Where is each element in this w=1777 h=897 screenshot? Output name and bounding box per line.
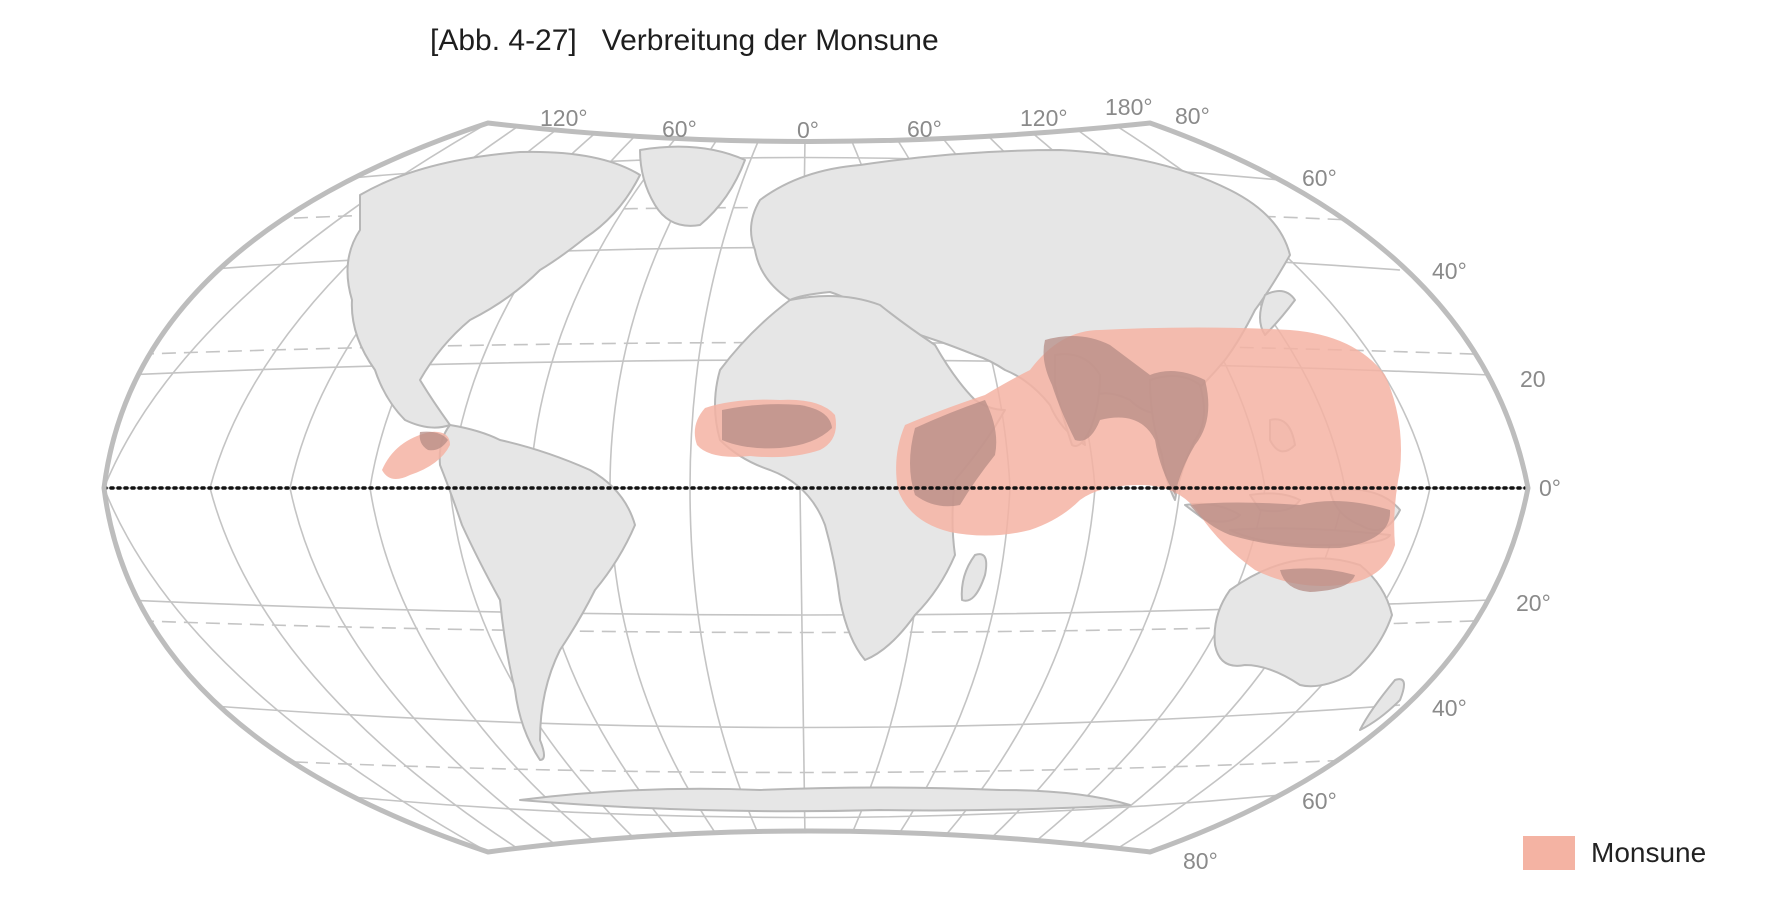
label-right-0: 60° [1302, 165, 1337, 191]
legend-swatch-monsoon [1523, 836, 1575, 870]
landmass-new-zealand [1359, 678, 1405, 731]
label-top-2: 0° [797, 117, 819, 143]
label-right-1: 40° [1432, 258, 1467, 284]
label-top-5: 180° [1105, 94, 1153, 120]
label-right-4: 20° [1516, 590, 1551, 616]
label-right-6: 60° [1302, 788, 1337, 814]
label-top-4: 120° [1020, 105, 1068, 131]
label-top-1: 60° [662, 116, 697, 142]
label-top-6: 80° [1175, 103, 1210, 129]
label-right-2: 20 [1520, 366, 1546, 392]
continent-antarctica [519, 786, 1131, 813]
landmass-greenland [639, 145, 746, 227]
landmass-madagascar [960, 553, 988, 602]
label-right-3: 0° [1539, 475, 1561, 501]
label-top-0: 120° [540, 105, 588, 131]
label-right-5: 40° [1432, 695, 1467, 721]
continent-north-america [346, 150, 641, 429]
longitude-labels: 120° 60° 0° 60° 120° 180° 80° [540, 94, 1210, 143]
legend: Monsune [1523, 836, 1706, 870]
legend-label-monsoon: Monsune [1591, 837, 1707, 868]
landmass-japan [1259, 290, 1296, 336]
label-right-7: 80° [1183, 848, 1218, 874]
figure-title: [Abb. 4-27] Verbreitung der Monsune [430, 24, 939, 57]
monsoon-on-land [419, 336, 1391, 592]
latitude-labels: 60° 40° 20 0° 20° 40° 60° 80° [1183, 165, 1561, 874]
map-frame [101, 120, 1531, 855]
continent-south-america [438, 424, 636, 761]
label-top-3: 60° [907, 116, 942, 142]
